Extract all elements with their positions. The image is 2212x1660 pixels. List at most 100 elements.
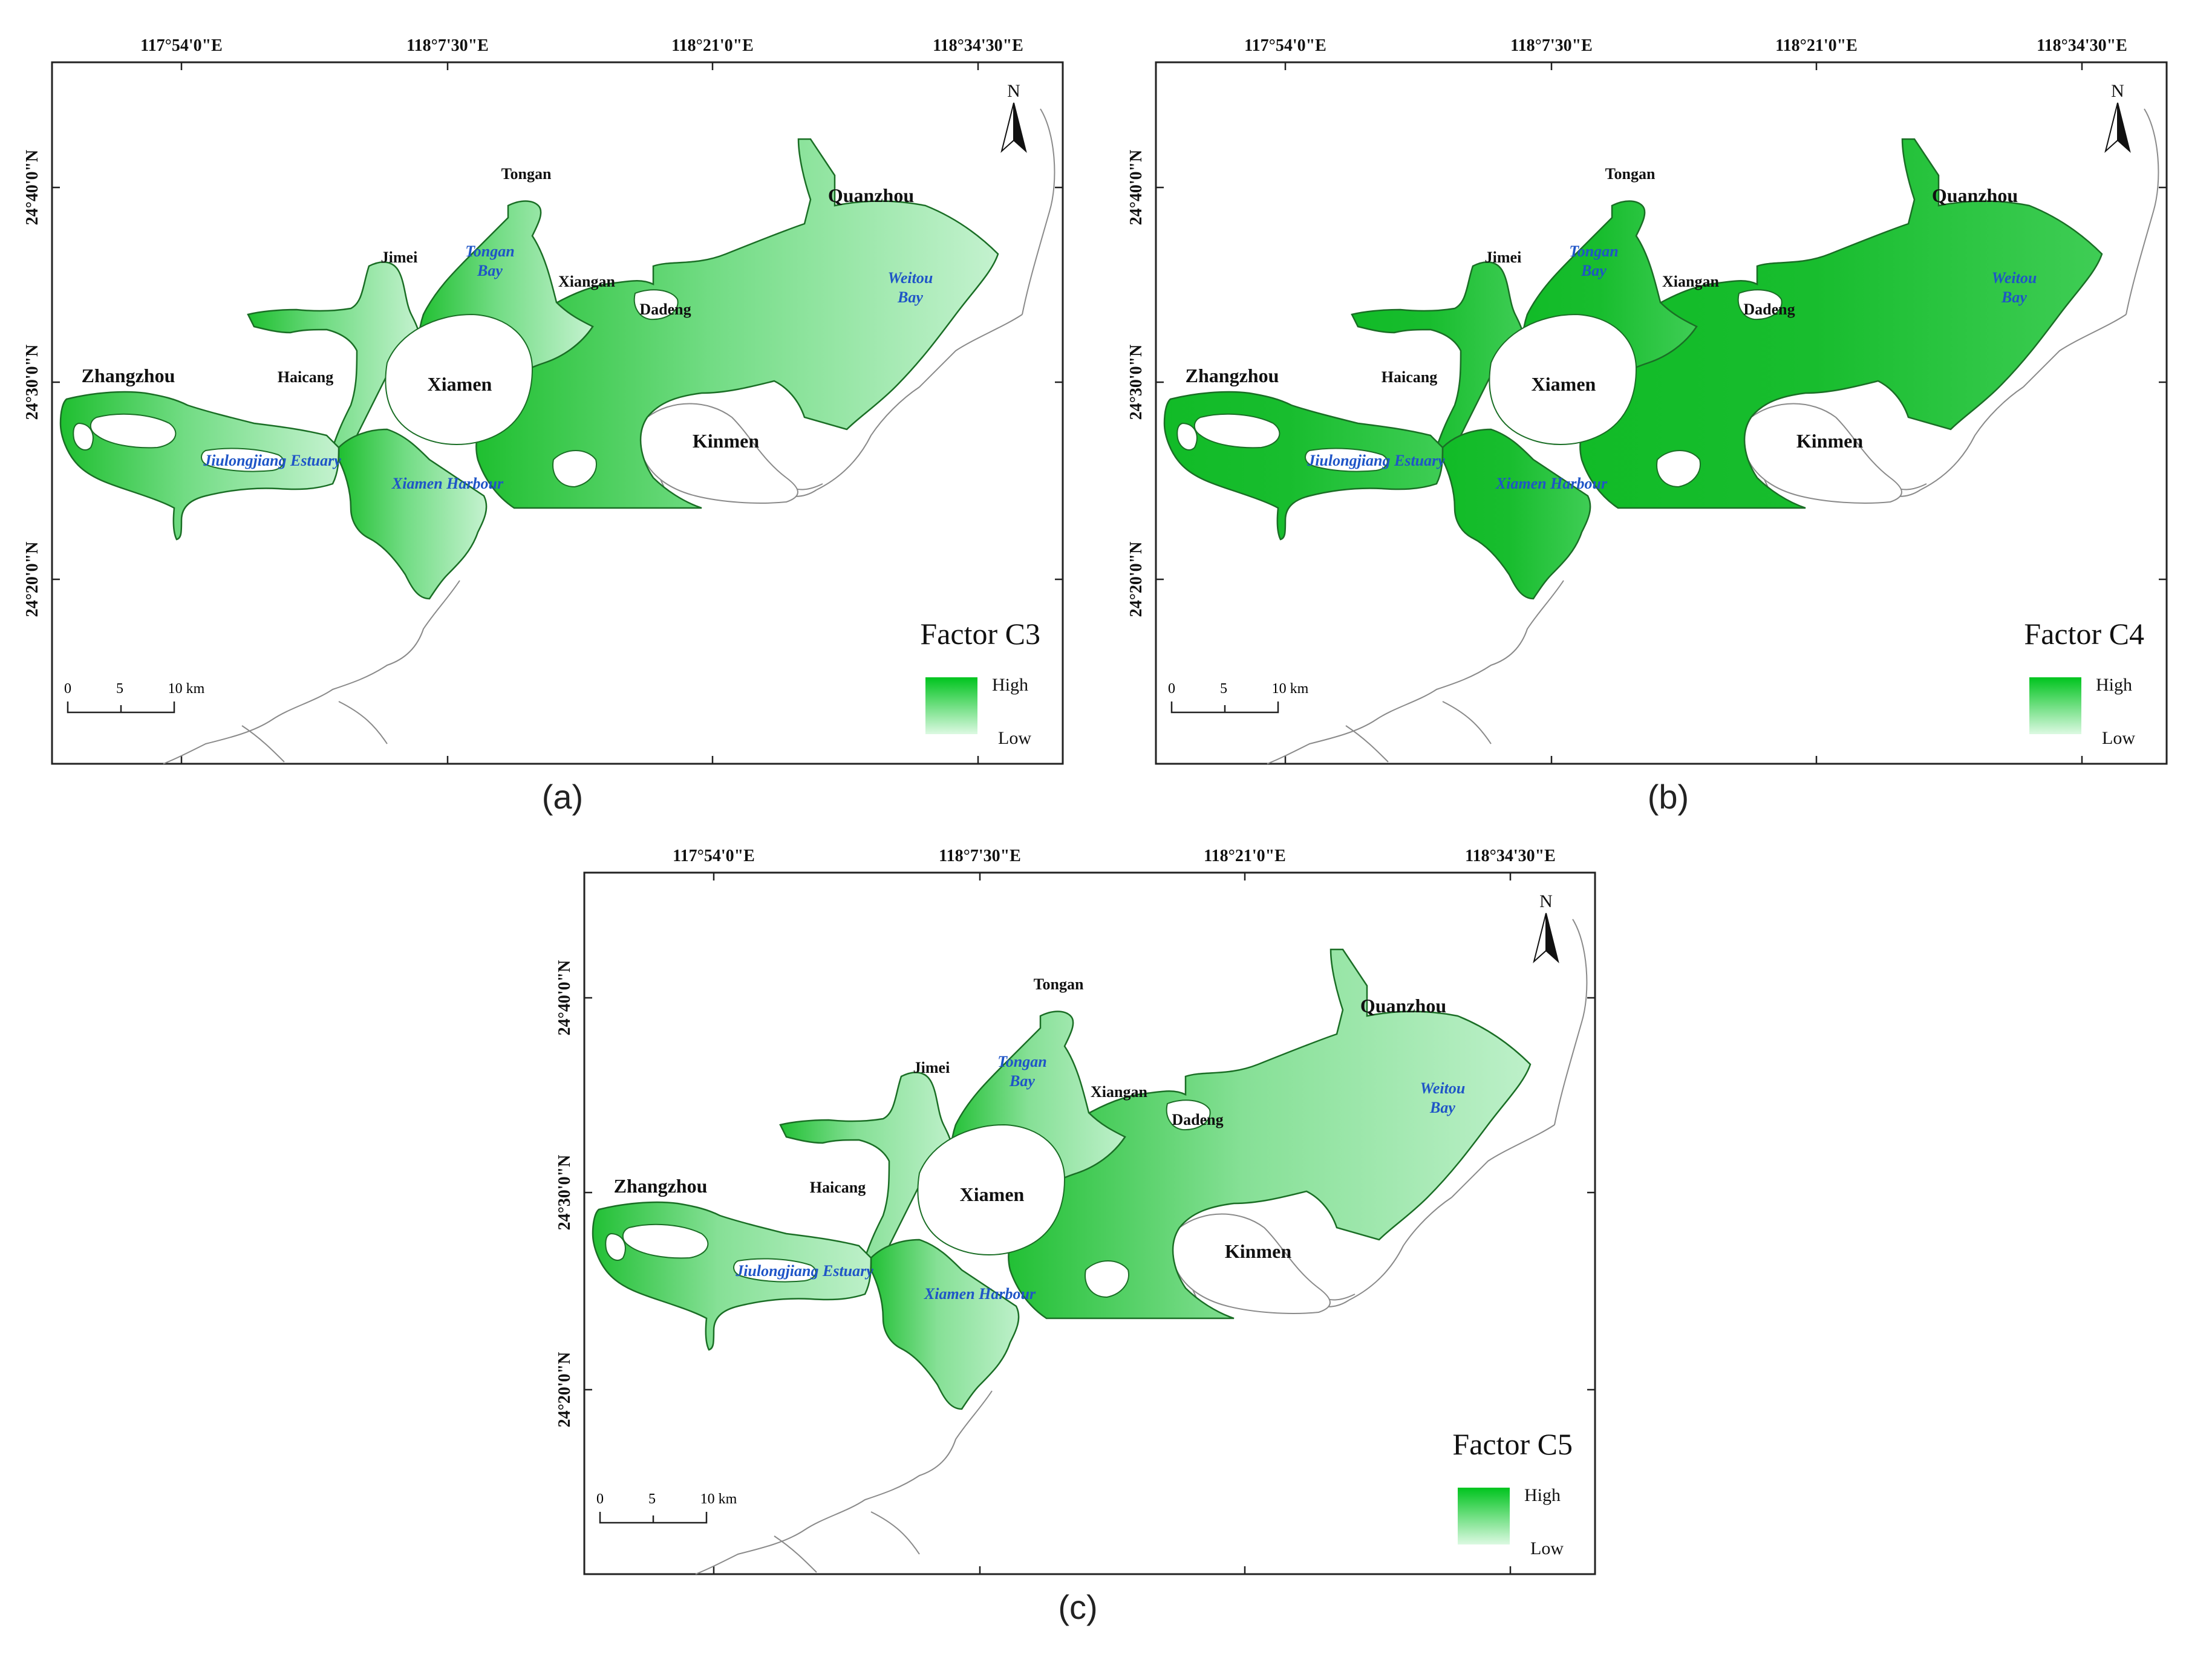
scalebar-label-5: 5 [1220,681,1227,697]
small-island [1085,1260,1129,1298]
legend-ramp [2029,677,2081,734]
scalebar-label-10: 10 km [168,681,205,697]
legend-high-label: High [1524,1485,1561,1505]
label-jiulongjiang-estuary: Jiulongjiang Estuary [203,452,341,469]
legend: High Low [1458,1485,1564,1558]
lat-tick-label: 24°30'0"N [23,345,42,420]
lat-tick-label: 24°20'0"N [555,1352,574,1428]
legend-low-label: Low [2102,728,2135,748]
lat-tick-label: 24°30'0"N [555,1155,574,1231]
label-quanzhou: Quanzhou [1932,184,2018,206]
label-haicang: Haicang [1382,368,1437,386]
dadeng-island [633,289,679,321]
lon-tick-label: 118°7'30"E [939,847,1021,865]
label-weitou-bay: Weitou [1992,269,2037,287]
islands [73,289,679,488]
label-xiangan: Xiangan [1091,1083,1147,1101]
north-arrow: N [2104,81,2131,153]
kinmen-island [1172,1213,1331,1314]
label-tongan-bay: Tongan [465,242,514,260]
small-island [552,450,597,488]
lat-tick-label: 24°20'0"N [23,542,42,617]
scalebar-label-0: 0 [596,1491,604,1507]
label-zhangzhou: Zhangzhou [614,1175,708,1197]
north-arrow-right-icon [2117,102,2131,153]
label-haicang: Haicang [278,368,333,386]
estuary-island [1176,422,1198,451]
label-dadeng: Dadeng [1172,1111,1223,1128]
label-zhangzhou: Zhangzhou [82,365,175,386]
label-dadeng: Dadeng [1743,301,1795,318]
label-weitou-bay-2: Bay [1429,1099,1455,1116]
north-arrow: N [1000,81,1027,153]
label-zhangzhou: Zhangzhou [1186,365,1279,386]
scale-bar: 0 5 10 km [596,1491,737,1524]
legend-high-label: High [992,675,1028,695]
caption-b: (b) [1647,778,1689,816]
label-tongan-bay-2: Bay [1009,1072,1035,1090]
label-xiamen: Xiamen [1532,373,1596,395]
map-panel: 117°54'0"E 118°7'30"E 118°21'0"E 118°34'30"… [1127,36,2168,765]
label-tongan-bay: Tongan [1569,242,1618,260]
lat-tick-label: 24°20'0"N [1127,542,1146,617]
lon-tick-label: 118°34'30"E [933,36,1023,55]
place-labels: Tongan Quanzhou Jimei Xiangan Dadeng Zha… [82,165,915,452]
lon-tick-label: 118°7'30"E [406,36,489,55]
label-tongan-bay-2: Bay [477,262,503,279]
label-quanzhou: Quanzhou [1360,995,1446,1017]
water-labels: Tongan Bay Weitou Bay Jiulongjiang Estua… [1307,242,2037,492]
label-tongan-bay-2: Bay [1581,262,1607,279]
label-jimei: Jimei [381,249,418,266]
lon-tick-label: 118°21'0"E [1775,36,1858,55]
small-island [1656,450,1701,488]
latitude-ticks: 24°40'0"N 24°30'0"N 24°20'0"N [555,960,1595,1428]
label-weitou-bay: Weitou [888,269,933,287]
estuary-island [622,1223,709,1259]
panel-b: 117°54'0"E 118°7'30"E 118°21'0"E 118°34'30"… [1104,0,2181,774]
map-panel: 117°54'0"E 118°7'30"E 118°21'0"E 118°34'30"… [555,847,1596,1575]
label-tongan: Tongan [1034,975,1084,993]
scalebar-line [599,1512,708,1524]
label-xiangan: Xiangan [1662,273,1719,290]
place-labels: Tongan Quanzhou Jimei Xiangan Dadeng Zha… [1186,165,2018,452]
latitude-ticks: 24°40'0"N 24°30'0"N 24°20'0"N [23,150,1063,617]
legend-ramp [925,677,977,734]
label-haicang: Haicang [810,1179,866,1196]
islands [1176,289,1783,488]
kinmen-island [1743,403,1902,504]
estuary-island [73,422,94,451]
longitude-ticks: 117°54'0"E 118°7'30"E 118°21'0"E 118°34'30"… [673,847,1556,1574]
water-labels: Tongan Bay Weitou Bay Jiulongjiang Estua… [203,242,933,492]
estuary-island [1305,448,1388,472]
kinmen-island [639,403,798,504]
label-xiamen-harbour: Xiamen Harbour [391,475,504,492]
label-jiulongjiang-estuary: Jiulongjiang Estuary [1307,452,1445,469]
scale-bar: 0 5 10 km [1168,681,1309,714]
lon-tick-label: 118°21'0"E [671,36,754,55]
lon-tick-label: 117°54'0"E [673,847,755,865]
xiamen-island [917,1124,1066,1255]
label-kinmen: Kinmen [693,430,759,452]
scalebar-label-0: 0 [1168,681,1175,697]
water-labels: Tongan Bay Weitou Bay Jiulongjiang Estua… [735,1053,1465,1303]
panel-c: 117°54'0"E 118°7'30"E 118°21'0"E 118°34'30"… [532,810,1609,1584]
label-weitou-bay-2: Bay [897,288,923,306]
label-xiamen-harbour: Xiamen Harbour [924,1285,1036,1303]
estuary-island [605,1232,626,1261]
place-labels: Tongan Quanzhou Jimei Xiangan Dadeng Zha… [614,975,1447,1262]
scale-bar: 0 5 10 km [64,681,205,714]
scalebar-label-0: 0 [64,681,71,697]
scalebar-label-10: 10 km [1272,681,1309,697]
longitude-ticks: 117°54'0"E 118°7'30"E 118°21'0"E 118°34'30"… [1244,36,2127,764]
legend: High Low [925,675,1031,748]
label-tongan: Tongan [501,165,552,183]
label-tongan: Tongan [1605,165,1656,183]
lon-tick-label: 118°34'30"E [2037,36,2127,55]
label-kinmen: Kinmen [1796,430,1863,452]
lon-tick-label: 118°34'30"E [1465,847,1556,865]
scalebar-label-10: 10 km [700,1491,737,1507]
factor-title: Factor C3 [920,617,1040,651]
north-label: N [1539,891,1553,911]
lat-tick-label: 24°40'0"N [23,150,42,226]
north-arrow-right-icon [1545,913,1559,963]
